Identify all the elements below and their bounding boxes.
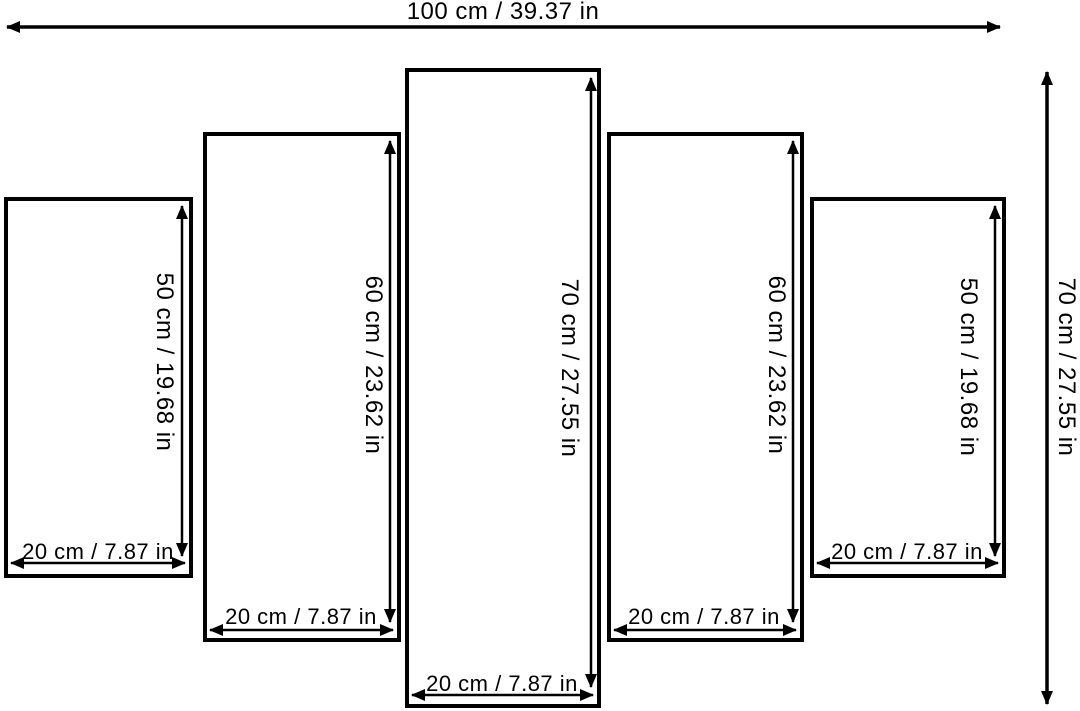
panel-4-height-label: 60 cm / 23.62 in	[763, 275, 790, 455]
panel-3-height-label: 70 cm / 27.55 in	[556, 278, 583, 458]
panel-1-height-label: 50 cm / 19.68 in	[151, 272, 178, 452]
panel-2-width-label: 20 cm / 7.87 in	[225, 604, 377, 629]
panel-2	[203, 132, 401, 642]
panel-4-width-label: 20 cm / 7.87 in	[628, 604, 780, 629]
panel-1	[4, 197, 193, 578]
panel-5	[810, 197, 1006, 578]
panel-5-width-label: 20 cm / 7.87 in	[831, 539, 983, 564]
panel-1-width-label: 20 cm / 7.87 in	[22, 539, 174, 564]
panel-2-height-label: 60 cm / 23.62 in	[360, 275, 387, 455]
panel-4	[607, 132, 804, 642]
overall-height-label: 70 cm / 27.55 in	[1053, 277, 1080, 457]
overall-width-label: 100 cm / 39.37 in	[406, 0, 600, 25]
panel-5-height-label: 50 cm / 19.68 in	[955, 277, 982, 457]
panel-3	[405, 68, 601, 708]
panel-3-width-label: 20 cm / 7.87 in	[426, 671, 578, 696]
